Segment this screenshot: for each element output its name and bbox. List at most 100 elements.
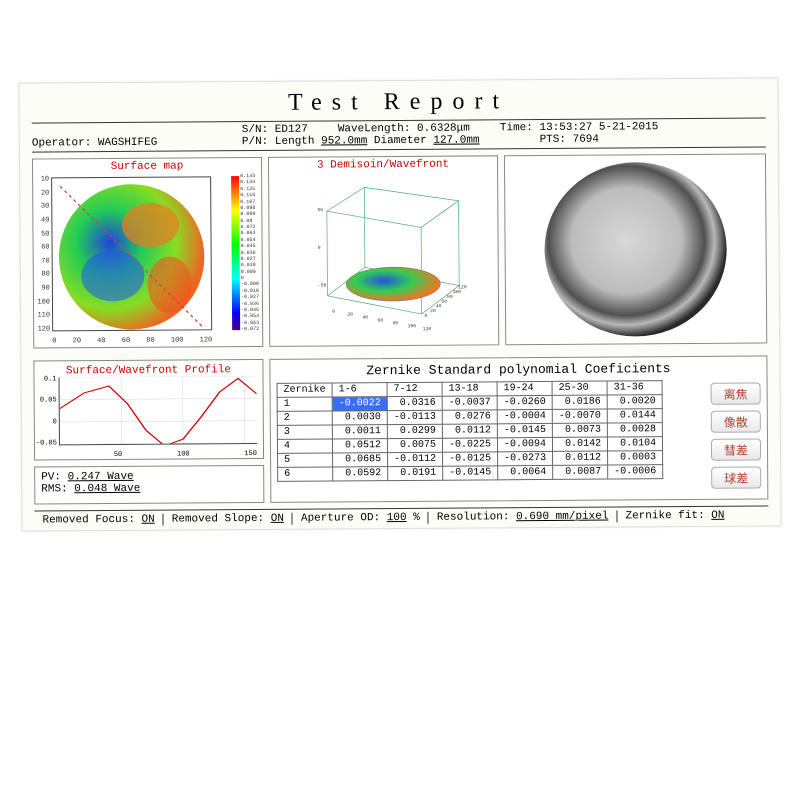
zernike-cell[interactable]: 2 <box>277 411 332 425</box>
surface-map-plot <box>52 177 211 336</box>
zernike-header: Zernike <box>277 383 332 397</box>
svg-text:20: 20 <box>347 312 353 318</box>
zernike-title: Zernike Standard polynomial Coeficients <box>276 360 760 378</box>
zernike-header: 7-12 <box>387 382 442 396</box>
pn-diameter-value: 127.0mm <box>433 134 479 146</box>
zernike-cell[interactable]: -0.0145 <box>497 423 552 437</box>
zernike-cell[interactable]: -0.0022 <box>332 397 387 411</box>
removed-focus-label: Removed Focus: <box>42 514 135 527</box>
surface-map-colorbar <box>231 176 240 330</box>
profile-plot <box>60 376 257 444</box>
zernike-button[interactable]: 离焦 <box>711 382 761 404</box>
zfit-value: ON <box>711 510 724 522</box>
surface-map-panel: Surface map 102030405060708090100110120 <box>32 157 263 349</box>
zernike-cell[interactable]: -0.0004 <box>497 409 552 423</box>
zernike-cell[interactable]: -0.0260 <box>497 395 552 409</box>
wavefront-3d-panel: 3 Demisoin/Wavefront <box>268 155 499 347</box>
zernike-cell[interactable]: 4 <box>277 439 332 453</box>
zernike-header: 1-6 <box>332 383 387 397</box>
pts-label: PTS: <box>540 134 566 146</box>
profile-panel: Surface/Wavefront Profile 0.10.050-0.05 … <box>33 359 264 461</box>
svg-text:100: 100 <box>408 323 417 329</box>
zernike-cell[interactable]: -0.0037 <box>442 396 497 410</box>
zernike-header: 19-24 <box>497 381 552 395</box>
zernike-cell[interactable]: 1 <box>277 397 332 411</box>
surface-map-yticks: 102030405060708090100110120 <box>35 175 50 333</box>
zernike-cell[interactable]: 0.0144 <box>607 409 662 423</box>
sn-value: ED127 <box>275 124 308 136</box>
pn-length-label: Length <box>275 136 315 148</box>
pts-value: 7694 <box>573 134 599 146</box>
zernike-cell[interactable]: 0.0685 <box>333 453 388 467</box>
svg-text:0: 0 <box>425 313 428 319</box>
zernike-cell[interactable]: 0.0316 <box>387 396 442 410</box>
pv-value: 0.247 Wave <box>68 471 134 483</box>
zernike-button[interactable]: 彗差 <box>711 438 761 460</box>
zernike-cell[interactable]: -0.0006 <box>608 465 663 479</box>
zernike-cell[interactable]: 0.0112 <box>553 451 608 465</box>
zernike-cell[interactable]: -0.0225 <box>442 438 497 452</box>
zernike-cell[interactable]: 6 <box>278 467 333 481</box>
time-label: Time: <box>500 122 533 134</box>
zernike-cell[interactable]: -0.0125 <box>443 452 498 466</box>
zernike-cell[interactable]: 3 <box>277 425 332 439</box>
zernike-panel: Zernike Standard polynomial Coeficients … <box>269 355 768 502</box>
pn-length-value: 952.0mm <box>321 135 367 147</box>
zernike-cell[interactable]: 0.0299 <box>387 424 442 438</box>
zernike-cell[interactable]: 0.0075 <box>387 438 442 452</box>
svg-text:120: 120 <box>458 284 467 290</box>
zernike-cell[interactable]: 0.0030 <box>332 411 387 425</box>
zernike-header: 13-18 <box>442 382 497 396</box>
test-report-sheet: Test Report S/N: ED127 WaveLength: 0.632… <box>18 77 781 531</box>
zernike-cell[interactable]: 0.0104 <box>608 437 663 451</box>
bottom-row: Surface/Wavefront Profile 0.10.050-0.05 … <box>33 355 768 504</box>
zernike-button[interactable]: 球差 <box>711 466 761 488</box>
operator-value: WAGSHIFEG <box>98 137 158 149</box>
svg-text:40: 40 <box>362 315 368 321</box>
svg-text:60: 60 <box>378 317 384 323</box>
svg-text:0: 0 <box>318 245 321 251</box>
rms-label: RMS: <box>41 483 67 495</box>
zernike-cell[interactable]: 0.0512 <box>332 439 387 453</box>
aperture-unit: % <box>413 512 420 524</box>
zernike-header: 25-30 <box>552 381 607 395</box>
resolution-value: 0.690 mm/pixel <box>516 511 609 524</box>
zernike-cell[interactable]: 0.0003 <box>608 451 663 465</box>
rms-value: 0.048 Wave <box>74 483 140 495</box>
zernike-button[interactable]: 像散 <box>711 410 761 432</box>
svg-text:-50: -50 <box>318 282 327 288</box>
zernike-cell[interactable]: 0.0073 <box>552 423 607 437</box>
zernike-table: Zernike1-67-1213-1819-2425-3031-361-0.00… <box>277 380 664 482</box>
zernike-cell[interactable]: -0.0273 <box>498 451 553 465</box>
profile-yticks: 0.10.050-0.05 <box>34 375 57 447</box>
zernike-cell[interactable]: 0.0142 <box>553 437 608 451</box>
zernike-cell[interactable]: 0.0087 <box>553 465 608 479</box>
zernike-cell[interactable]: 0.0592 <box>333 467 388 481</box>
zernike-cell[interactable]: 5 <box>278 453 333 467</box>
zernike-cell[interactable]: 0.0028 <box>607 423 662 437</box>
wavefront-3d-title: 3 Demisoin/Wavefront <box>269 158 497 172</box>
zernike-cell[interactable]: 0.0064 <box>498 465 553 479</box>
pn-label: P/N: <box>242 136 268 148</box>
zernike-cell[interactable]: -0.0113 <box>387 410 442 424</box>
surface-map-title: Surface map <box>33 160 261 174</box>
zernike-cell[interactable]: 0.0011 <box>332 425 387 439</box>
time-value: 13:53:27 5-21-2015 <box>539 121 658 134</box>
wavelength-value: 0.6328μm <box>417 123 470 135</box>
header-block: S/N: ED127 WaveLength: 0.6328μm Time: 13… <box>32 117 766 152</box>
profile-xticks: 50100150 <box>59 450 257 459</box>
zernike-cell[interactable]: 0.0191 <box>388 466 443 480</box>
zernike-cell[interactable]: -0.0112 <box>388 452 443 466</box>
zernike-cell[interactable]: 0.0112 <box>442 424 497 438</box>
zernike-cell[interactable]: -0.0145 <box>443 466 498 480</box>
surface-map-axes <box>51 176 212 331</box>
zernike-cell[interactable]: 0.0020 <box>607 395 662 409</box>
zernike-buttons: 离焦像散彗差球差 <box>711 382 762 488</box>
zernike-cell[interactable]: 0.0186 <box>552 395 607 409</box>
svg-text:80: 80 <box>393 320 399 326</box>
zernike-cell[interactable]: -0.0094 <box>497 437 552 451</box>
interferogram-image <box>505 154 766 344</box>
zernike-cell[interactable]: -0.0070 <box>552 409 607 423</box>
wavelength-label: WaveLength: <box>338 123 411 136</box>
zernike-cell[interactable]: 0.0276 <box>442 410 497 424</box>
